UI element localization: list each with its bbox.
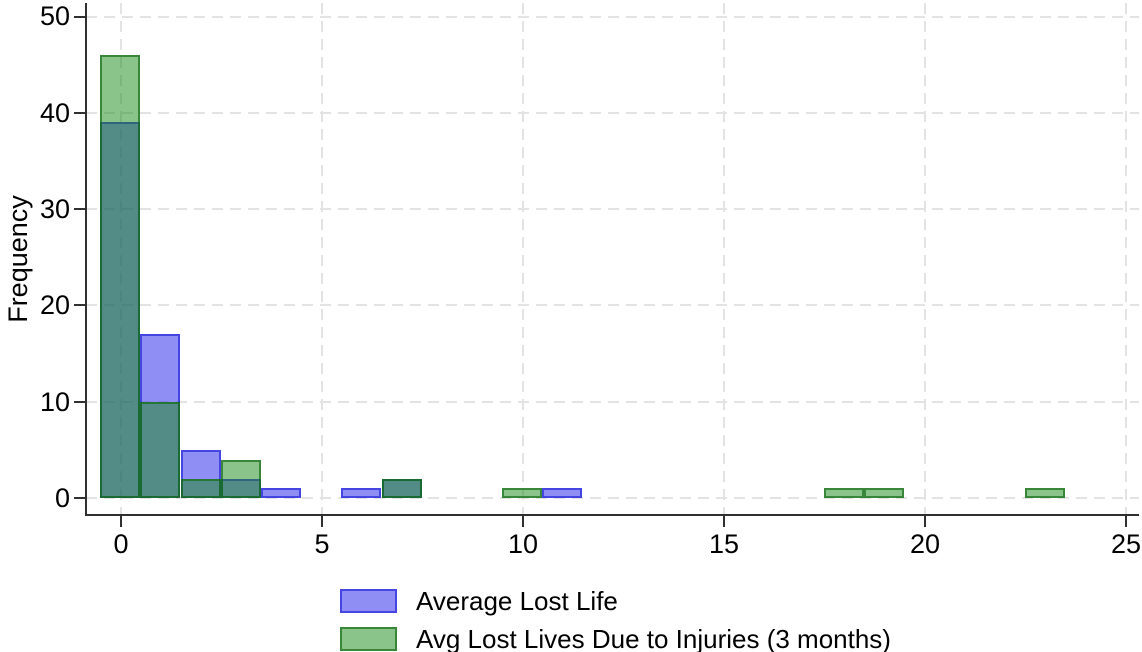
y-tick <box>74 304 86 307</box>
x-tick <box>120 516 122 527</box>
h-gridline <box>86 304 1139 307</box>
x-tick <box>924 516 926 527</box>
histogram-bar-green <box>140 401 181 498</box>
y-axis-line <box>85 3 87 516</box>
h-gridline <box>86 208 1139 211</box>
h-gridline <box>86 400 1139 403</box>
histogram-bar-green <box>502 488 543 498</box>
y-tick-label: 50 <box>39 1 70 32</box>
histogram-bar-blue <box>260 488 302 498</box>
histogram-bar-green <box>381 478 422 498</box>
y-tick <box>74 497 86 499</box>
v-gridline <box>924 3 926 515</box>
histogram-bar-green <box>100 55 141 498</box>
histogram-bar-green <box>220 459 261 498</box>
x-axis-line <box>85 514 1139 516</box>
y-tick <box>74 400 86 403</box>
x-tick <box>321 516 323 527</box>
x-tick-label: 25 <box>1110 529 1142 559</box>
h-gridline <box>86 497 1139 499</box>
y-tick-label: 10 <box>39 386 70 417</box>
v-gridline <box>321 3 323 515</box>
h-gridline <box>86 15 1139 18</box>
histogram-bar-blue <box>341 488 382 498</box>
y-tick-label: 20 <box>39 290 70 321</box>
x-tick <box>1125 516 1127 527</box>
histogram-bar-green <box>863 488 905 498</box>
y-tick <box>74 15 86 18</box>
y-tick-label: 40 <box>39 97 70 128</box>
histogram-bar-green <box>180 478 221 498</box>
x-tick <box>522 516 524 527</box>
x-tick-label: 10 <box>507 529 539 559</box>
legend-swatch-green <box>340 627 397 651</box>
y-tick <box>74 208 86 211</box>
x-tick-label: 5 <box>314 529 330 559</box>
y-tick <box>74 111 86 114</box>
x-tick-label: 0 <box>113 529 129 559</box>
x-tick-label: 15 <box>708 529 740 559</box>
legend-label-green: Avg Lost Lives Due to Injuries (3 months… <box>416 624 891 652</box>
histogram-bar-green <box>823 488 864 498</box>
v-gridline <box>723 3 725 515</box>
y-tick-label: 0 <box>54 483 70 513</box>
x-tick <box>723 516 725 527</box>
v-gridline <box>522 3 524 515</box>
histogram-bar-blue <box>542 488 583 498</box>
v-gridline <box>1125 3 1127 515</box>
histogram-bar-green <box>1024 488 1065 498</box>
legend-label-blue: Average Lost Life <box>416 586 618 616</box>
y-tick-label: 30 <box>39 194 70 225</box>
x-tick-label: 20 <box>909 529 941 559</box>
legend-swatch-blue <box>340 589 397 613</box>
h-gridline <box>86 111 1139 114</box>
